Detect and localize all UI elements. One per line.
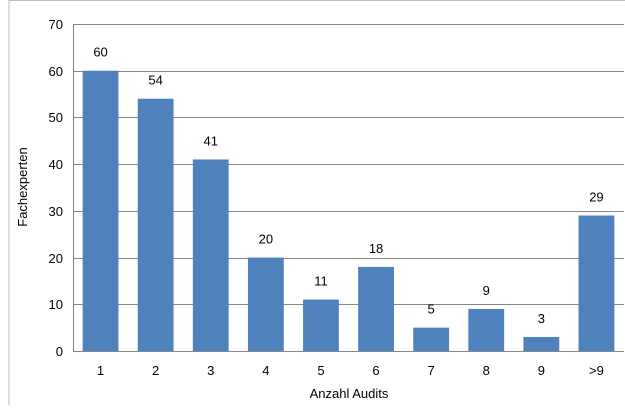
x-tick-label: 6 xyxy=(372,363,379,378)
y-tick-label: 10 xyxy=(49,297,63,312)
bar xyxy=(192,159,229,351)
x-tick-label: 8 xyxy=(483,363,490,378)
data-label: 20 xyxy=(259,232,273,247)
y-tick-label: 60 xyxy=(49,64,63,79)
x-tick-label: 4 xyxy=(262,363,269,378)
data-label: 29 xyxy=(589,190,603,205)
bar xyxy=(82,70,119,351)
y-tick-label: 20 xyxy=(49,251,63,266)
data-label: 41 xyxy=(204,133,218,148)
x-tick-labels: 1 2 3 4 5 6 7 8 9 >9 xyxy=(97,363,604,378)
y-tick-label: 40 xyxy=(49,157,63,172)
bar xyxy=(523,336,560,351)
y-tick-label: 30 xyxy=(49,204,63,219)
data-labels: 60 54 41 20 11 18 5 9 3 29 xyxy=(93,45,603,326)
y-tick-label: 70 xyxy=(49,17,63,32)
data-label: 9 xyxy=(483,283,490,298)
y-axis-title: Fachexperten xyxy=(15,147,30,227)
data-label: 3 xyxy=(538,311,545,326)
bar xyxy=(358,266,394,351)
x-tick-label: 3 xyxy=(207,363,214,378)
y-tick-label: 0 xyxy=(56,344,63,359)
x-tick-label: 5 xyxy=(317,363,324,378)
plot-frame xyxy=(8,0,625,405)
x-tick-label: 1 xyxy=(97,363,104,378)
data-label: 11 xyxy=(314,274,328,289)
x-tick-label: 2 xyxy=(152,363,159,378)
data-label: 18 xyxy=(369,241,383,256)
bar xyxy=(137,98,174,351)
y-tick-label: 50 xyxy=(49,110,63,125)
y-tick-labels: 0 10 20 30 40 50 60 70 xyxy=(49,17,63,359)
bar xyxy=(468,308,505,351)
x-axis-title: Anzahl Audits xyxy=(310,386,389,401)
x-tick-label: 7 xyxy=(428,363,435,378)
x-tick-label: 9 xyxy=(538,363,545,378)
bars xyxy=(82,70,615,351)
data-label: 60 xyxy=(93,45,107,60)
data-label: 5 xyxy=(428,302,435,317)
bar xyxy=(413,327,450,351)
data-label: 54 xyxy=(148,73,162,88)
bar xyxy=(578,215,615,351)
x-tick-label: >9 xyxy=(589,363,604,378)
bar xyxy=(247,257,284,351)
bar xyxy=(303,299,339,351)
